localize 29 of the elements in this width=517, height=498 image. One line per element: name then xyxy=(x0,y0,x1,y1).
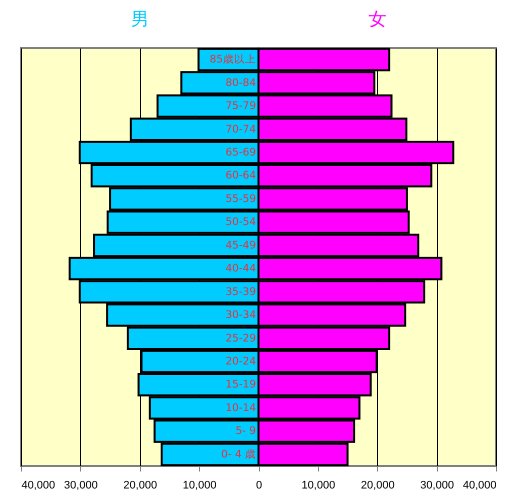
x-tick-label: 30,000 xyxy=(420,480,454,492)
y-tick-label: 35-39 xyxy=(225,286,256,298)
y-tick-label: 15-19 xyxy=(225,378,256,391)
y-tick-label: 20-24 xyxy=(225,356,256,368)
y-tick-label: 0- 4 歳 xyxy=(221,447,256,460)
y-tick-label: 55-59 xyxy=(225,192,256,205)
y-tick-label: 60-64 xyxy=(225,170,256,182)
x-tick-label: 20,000 xyxy=(123,480,158,492)
y-tick-label: 25-29 xyxy=(225,332,256,344)
y-tick-label: 80-84 xyxy=(225,76,256,89)
x-tick-label: 40,000 xyxy=(22,480,56,492)
y-tick-label: 5- 9 xyxy=(236,425,256,438)
x-tick-label: 20,000 xyxy=(360,480,395,492)
y-tick-label: 85歳以上 xyxy=(210,52,256,66)
y-tick-label: 40-44 xyxy=(225,262,256,275)
y-tick-label: 70-74 xyxy=(225,123,256,136)
x-tick-label: 10,000 xyxy=(182,480,216,492)
y-tick-label: 45-49 xyxy=(225,239,256,252)
x-tick-label: 40,000 xyxy=(462,480,496,492)
series-label: 女 xyxy=(368,9,386,30)
x-tick-label: 0 xyxy=(256,480,262,492)
y-tick-label: 75-79 xyxy=(225,100,256,112)
x-tick-label: 30,000 xyxy=(64,480,98,492)
y-tick-label: 10-14 xyxy=(225,402,256,414)
x-tick-label: 10,000 xyxy=(302,480,336,492)
y-tick-label: 30-34 xyxy=(225,309,256,322)
text: 男 xyxy=(130,9,149,30)
y-tick-label: 50-54 xyxy=(225,216,256,228)
y-tick-label: 65-69 xyxy=(225,146,256,158)
